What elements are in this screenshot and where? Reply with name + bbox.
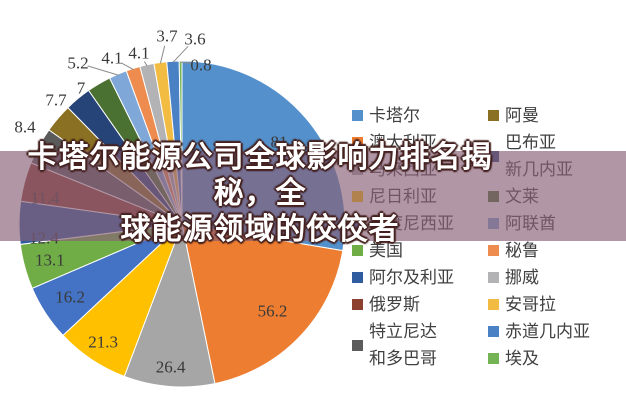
legend-item-美国: 美国 (352, 237, 488, 264)
leader-line-阿联酋 (87, 65, 119, 76)
legend-item-阿尔及利亚: 阿尔及利亚 (352, 264, 488, 291)
legend-label-俄罗斯: 俄罗斯 (369, 295, 420, 314)
pie-value-label-澳大利亚: 56.2 (258, 302, 288, 321)
pie-value-label-挪威: 4.1 (128, 44, 149, 63)
legend-item-秘鲁: 秘鲁 (488, 237, 624, 264)
legend-label-埃及: 埃及 (505, 349, 539, 368)
legend-item-卡塔尔: 卡塔尔 (352, 102, 488, 129)
legend-swatch-俄罗斯 (352, 299, 363, 310)
pie-value-label-阿曼: 8.4 (14, 118, 36, 137)
leader-line-安哥拉 (159, 45, 166, 64)
pie-slice-澳大利亚 (181, 223, 344, 385)
pie-value-label-马来西亚: 26.4 (156, 358, 186, 377)
legend-label-美国: 美国 (369, 241, 403, 260)
pie-value-label-文莱: 7 (77, 79, 86, 98)
legend-swatch-卡塔尔 (352, 110, 363, 121)
leader-line-挪威 (143, 61, 148, 67)
legend-label-安哥拉: 安哥拉 (505, 295, 556, 314)
legend-label-澳大利亚: 澳大利亚 (369, 133, 437, 152)
legend-swatch-阿尔及利亚 (352, 272, 363, 283)
legend-item-挪威: 挪威 (488, 264, 624, 291)
legend-item-赤道几内亚: 赤道几内亚 (488, 318, 624, 345)
caption-line-1: 卡塔尔能源公司全球影响力排名揭秘，全 (27, 141, 493, 210)
caption-line-2: 球能源领域的佼佼者 (120, 213, 400, 246)
legend-swatch-安哥拉 (488, 299, 499, 310)
pie-value-label-美国: 13.1 (35, 250, 65, 269)
pie-value-label-秘鲁: 4.1 (101, 49, 122, 68)
legend-swatch-埃及 (488, 353, 499, 364)
legend-label-赤道几内亚: 赤道几内亚 (505, 322, 590, 341)
legend-label-阿曼: 阿曼 (505, 106, 539, 125)
legend-swatch-阿曼 (488, 110, 499, 121)
legend-label-阿尔及利亚: 阿尔及利亚 (369, 268, 454, 287)
leader-line-埃及 (180, 61, 192, 64)
legend-swatch-澳大利亚 (352, 137, 363, 148)
legend-swatch-赤道几内亚 (488, 326, 499, 337)
legend-item-澳大利亚: 澳大利亚 (352, 129, 488, 156)
legend-item-安哥拉: 安哥拉 (488, 291, 624, 318)
legend-label-秘鲁: 秘鲁 (505, 241, 539, 260)
pie-value-label-赤道几内亚: 3.6 (184, 30, 205, 49)
legend-label-特立尼达和多巴哥: 特立尼达 和多巴哥 (369, 322, 437, 368)
legend-item-特立尼达和多巴哥: 特立尼达 和多巴哥 (352, 318, 488, 372)
legend-label-挪威: 挪威 (505, 268, 539, 287)
leader-line-赤道几内亚 (172, 45, 189, 63)
pie-value-label-阿联酋: 5.2 (67, 54, 88, 73)
legend-item-埃及: 埃及 (488, 345, 624, 372)
legend-swatch-秘鲁 (488, 245, 499, 256)
legend-label-卡塔尔: 卡塔尔 (369, 106, 420, 125)
pie-slice-马来西亚 (123, 222, 216, 388)
caption-banner: 卡塔尔能源公司全球影响力排名揭秘，全 球能源领域的佼佼者 (0, 141, 626, 246)
legend-swatch-美国 (352, 245, 363, 256)
pie-value-label-尼日利亚: 21.3 (88, 332, 118, 351)
pie-value-label-卡塔尔: 81 (271, 132, 288, 151)
pie-value-label-巴布亚新几内亚: 7.7 (45, 91, 67, 110)
legend-swatch-挪威 (488, 272, 499, 283)
legend-swatch-特立尼达和多巴哥 (352, 339, 363, 351)
pie-value-label-埃及: 0.8 (190, 56, 211, 75)
legend-item-阿曼: 阿曼 (488, 102, 624, 129)
pie-value-label-安哥拉: 3.7 (156, 27, 178, 46)
legend-item-俄罗斯: 俄罗斯 (352, 291, 488, 318)
pie-value-label-印度尼西亚: 16.2 (55, 288, 85, 307)
leader-line-秘鲁 (120, 62, 134, 70)
